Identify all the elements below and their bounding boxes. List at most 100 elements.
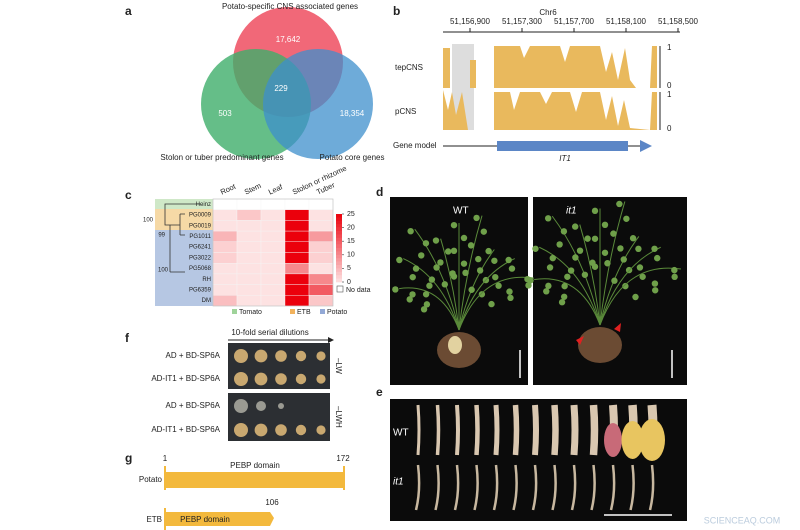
stolon bbox=[435, 404, 441, 456]
protein-name: Potato bbox=[139, 475, 163, 484]
leaf bbox=[558, 299, 566, 306]
heatmap-cell bbox=[284, 252, 310, 264]
heatmap-cell bbox=[212, 198, 238, 210]
stolon bbox=[570, 464, 577, 511]
leaf bbox=[460, 260, 468, 267]
tree bbox=[164, 203, 200, 273]
stolon bbox=[455, 404, 460, 456]
colorbar-segment bbox=[336, 244, 342, 249]
stolon bbox=[532, 404, 539, 456]
leaf bbox=[450, 221, 458, 229]
bootstrap: 100 bbox=[158, 268, 169, 274]
colorbar-segment bbox=[336, 271, 342, 276]
domain-label: PEBP domain bbox=[230, 461, 280, 470]
leaf bbox=[636, 264, 644, 271]
heatmap-cell bbox=[260, 209, 286, 221]
heatmap-cell bbox=[236, 241, 262, 253]
genotype-label: WT bbox=[393, 428, 409, 439]
panel-label: a bbox=[125, 4, 132, 18]
venn-count: 503 bbox=[218, 109, 232, 118]
track-label: pCNS bbox=[395, 107, 416, 116]
yeast-spot bbox=[234, 349, 248, 363]
leaf bbox=[545, 282, 552, 290]
track-scale: 0 bbox=[667, 124, 672, 133]
leaf bbox=[478, 291, 486, 298]
heatmap-cell bbox=[260, 252, 286, 264]
leaf bbox=[476, 267, 484, 274]
colorbar-segment bbox=[336, 241, 342, 245]
column-label: Stem bbox=[243, 181, 263, 197]
leaf bbox=[651, 287, 659, 294]
legend-label: ETB bbox=[297, 309, 311, 316]
heatmap-cell bbox=[236, 209, 262, 221]
colorbar-segment bbox=[336, 224, 342, 228]
colorbar-segment bbox=[336, 261, 342, 266]
venn-count: 229 bbox=[274, 84, 288, 93]
heatmap-cell bbox=[212, 220, 238, 232]
column-label: Leaf bbox=[267, 182, 285, 197]
leaf bbox=[506, 288, 513, 295]
domain-label: PEBP domain bbox=[180, 515, 230, 524]
leaf bbox=[601, 249, 609, 256]
construct-label: AD + BD-SP6A bbox=[166, 351, 221, 360]
heatmap-cell bbox=[212, 230, 238, 243]
yeast-spot bbox=[234, 372, 248, 386]
leaf bbox=[495, 282, 502, 289]
heatmap-cell bbox=[212, 241, 238, 253]
colorbar-segment bbox=[336, 248, 342, 252]
heatmap-cell bbox=[284, 230, 310, 243]
medium-label: –LWH bbox=[334, 406, 343, 428]
stolon bbox=[609, 464, 616, 511]
column-label: Root bbox=[219, 181, 238, 196]
yeast-spot bbox=[234, 399, 248, 413]
tuber bbox=[639, 419, 665, 461]
heatmap-cell bbox=[284, 220, 310, 232]
venn-count: 18,354 bbox=[340, 109, 365, 118]
bootstrap: 100 bbox=[143, 218, 154, 224]
venn-circle bbox=[263, 49, 373, 159]
leaf bbox=[549, 254, 556, 262]
colorbar-label: 15 bbox=[347, 238, 355, 245]
heatmap-cell bbox=[260, 220, 286, 232]
heatmap-cell bbox=[236, 284, 262, 296]
heatmap-cell bbox=[212, 273, 238, 285]
genotype-label: WT bbox=[453, 206, 469, 217]
heatmap-cell bbox=[308, 284, 334, 296]
leaf bbox=[620, 256, 627, 263]
yeast-spot bbox=[295, 350, 307, 362]
group-band bbox=[155, 230, 213, 306]
row-label: PG0009 bbox=[189, 213, 212, 219]
leaf bbox=[492, 273, 499, 281]
protein-name: ETB bbox=[146, 515, 162, 524]
heatmap-cell bbox=[308, 263, 334, 275]
colorbar-label: 5 bbox=[347, 265, 351, 272]
coordinate-label: 51,157,700 bbox=[554, 17, 595, 26]
row-label: RH bbox=[202, 277, 211, 283]
heatmap-frame bbox=[212, 198, 334, 307]
dilution-label: 10-fold serial dilutions bbox=[231, 328, 308, 337]
leaf bbox=[508, 265, 516, 272]
leaf bbox=[433, 264, 440, 271]
yeast-spot bbox=[316, 351, 326, 361]
stolon bbox=[414, 464, 421, 511]
stolon bbox=[570, 404, 579, 456]
leaf bbox=[632, 293, 639, 301]
colorbar-segment bbox=[336, 251, 342, 256]
leaf bbox=[671, 273, 678, 281]
heatmap-cell bbox=[260, 295, 286, 307]
stem bbox=[399, 287, 460, 331]
leaf bbox=[409, 273, 416, 281]
leaf bbox=[396, 256, 403, 264]
stolon bbox=[453, 464, 460, 511]
yeast-spot bbox=[275, 373, 287, 385]
leaf bbox=[601, 221, 609, 229]
stolon bbox=[473, 464, 479, 511]
gene-model-label: Gene model bbox=[393, 141, 437, 150]
legend-swatch bbox=[290, 309, 295, 314]
leaf bbox=[444, 248, 452, 255]
heatmap-cell bbox=[260, 284, 286, 296]
residue: 1 bbox=[163, 454, 168, 463]
stolon bbox=[648, 464, 655, 511]
leaf bbox=[567, 267, 575, 274]
